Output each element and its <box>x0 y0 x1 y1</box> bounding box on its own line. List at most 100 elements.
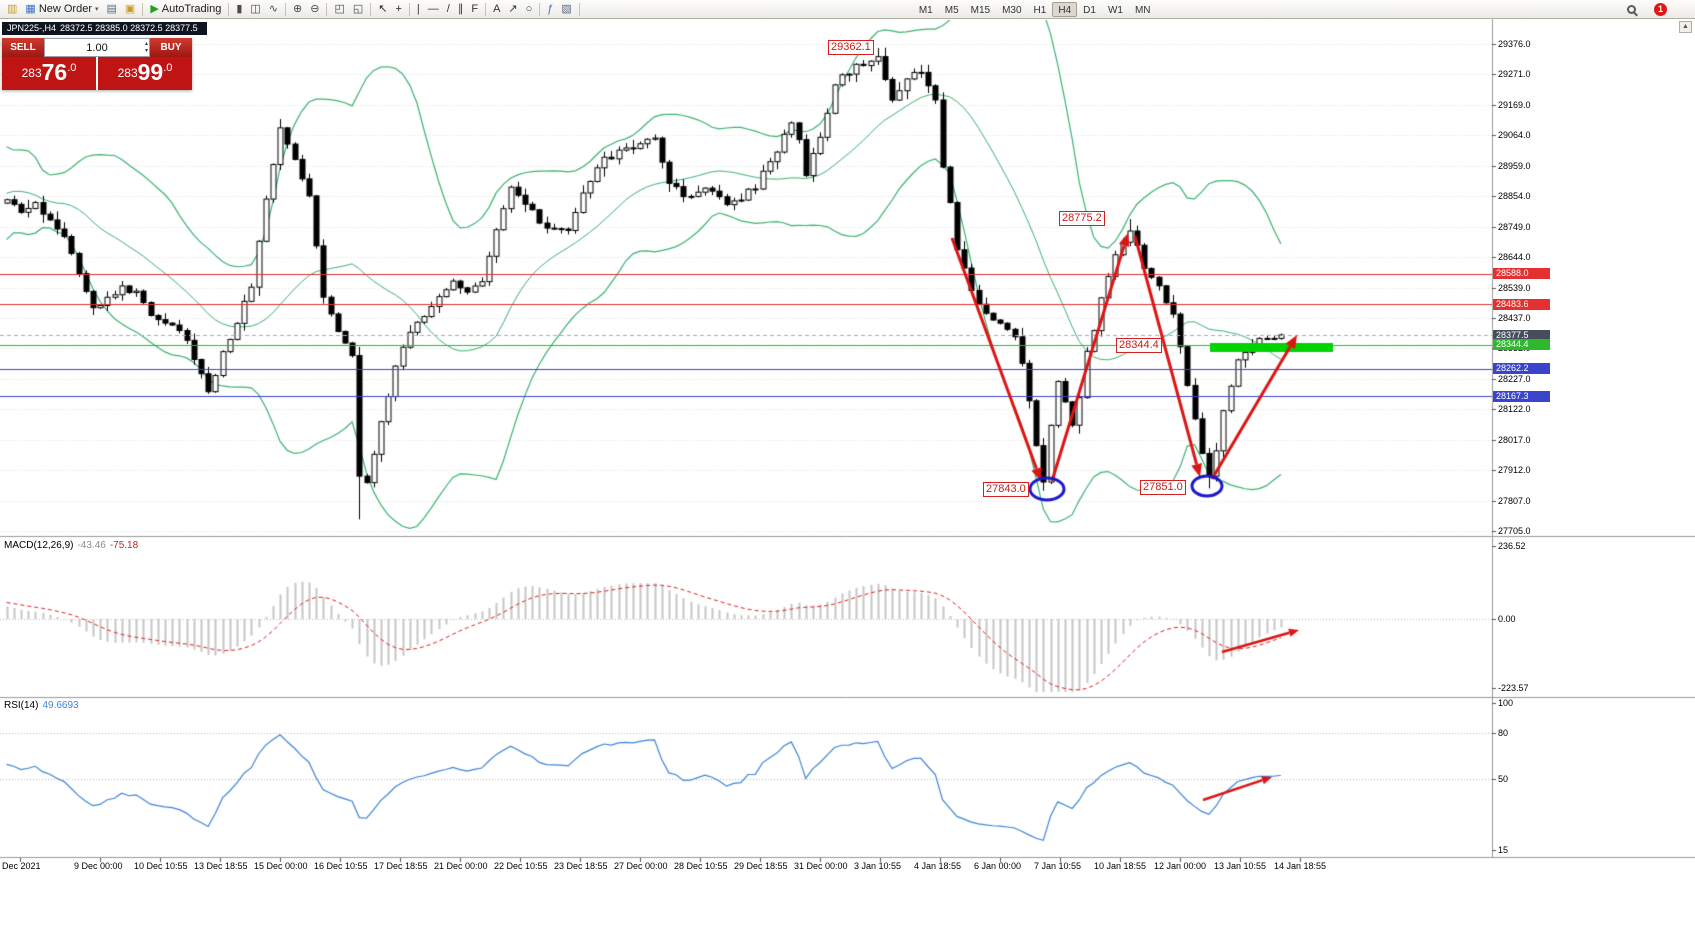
autotrading-button[interactable]: ▶ AutoTrading <box>146 1 225 18</box>
price-axis-tick: 27807.0 <box>1498 495 1531 506</box>
price-axis-tick: 29271.0 <box>1498 69 1531 80</box>
bar-chart-icon: ▮ <box>236 2 243 15</box>
timeframe-m5-button[interactable]: M5 <box>944 4 959 16</box>
timeframe-h4-button[interactable]: H4 <box>1052 1 1078 17</box>
sell-button[interactable]: SELL <box>2 38 44 57</box>
text-label-icon[interactable]: A <box>489 1 504 18</box>
new-chart-icon[interactable]: ▥ <box>3 1 21 18</box>
candlestick-chart-icon[interactable]: ◫ <box>246 1 264 18</box>
template-icon: ▧ <box>561 2 572 15</box>
price-axis-tick: 29064.0 <box>1498 130 1531 141</box>
macd-value-signal: -75.18 <box>109 540 139 551</box>
trendline-icon: / <box>446 2 450 15</box>
price-annotation[interactable]: 28775.2 <box>1059 211 1105 226</box>
new-order-button-icon: ▦ <box>25 2 36 15</box>
timeframe-m15-button[interactable]: M15 <box>970 4 991 16</box>
price-annotation[interactable]: 27851.0 <box>1140 480 1186 495</box>
template-icon[interactable]: ▧ <box>557 1 575 18</box>
volume-input[interactable]: 1.00 ▴ ▾ <box>44 38 150 57</box>
scroll-up-button[interactable]: ▲ <box>1679 21 1692 33</box>
time-axis-label: 12 Jan 00:00 <box>1154 861 1207 871</box>
bar-chart-icon[interactable]: ▮ <box>232 1 246 18</box>
price-annotation[interactable]: 28344.4 <box>1116 338 1162 353</box>
channel-icon[interactable]: ∥ <box>454 1 468 18</box>
time-axis-label: Dec 2021 <box>2 861 41 871</box>
autotrading-button-label: AutoTrading <box>161 3 222 15</box>
zoom-in-icon[interactable]: ⊕ <box>289 1 306 18</box>
data-window-icon: ▣ <box>124 2 136 15</box>
fibonacci-icon[interactable]: F <box>467 1 482 18</box>
buy-price[interactable]: 283 99.0 <box>98 57 192 90</box>
channel-icon: ∥ <box>457 2 464 15</box>
arrow-object-icon: ↗ <box>508 2 518 15</box>
time-axis-label: 7 Jan 10:55 <box>1034 861 1082 871</box>
arrow-object-icon[interactable]: ↗ <box>504 1 521 18</box>
timeframe-w1-button[interactable]: W1 <box>1107 4 1123 16</box>
horizontal-line-icon[interactable]: ― <box>424 1 443 18</box>
macd-scale-label: 236.52 <box>1498 541 1526 551</box>
new-order-button-label: New Order <box>38 3 92 15</box>
toolbar-separator <box>142 2 144 16</box>
text-label-icon: A <box>493 2 501 15</box>
time-axis-label: 17 Dec 18:55 <box>374 861 428 871</box>
cursor-icon[interactable]: ↖ <box>374 1 391 18</box>
rsi-scale-label: 15 <box>1498 845 1509 855</box>
vertical-line-icon[interactable]: | <box>413 1 424 18</box>
notification-badge[interactable]: 1 <box>1654 2 1667 16</box>
trendline-icon[interactable]: / <box>443 1 454 18</box>
volume-increase-button[interactable]: ▴ <box>144 40 148 47</box>
sell-price[interactable]: 283 76.0 <box>2 57 96 90</box>
buy-button[interactable]: BUY <box>150 38 192 57</box>
price-axis-tick: 29169.0 <box>1498 99 1531 110</box>
timeframe-h1-button[interactable]: H1 <box>1033 4 1047 16</box>
chart-symbol: JPN225-,H4 <box>7 23 57 33</box>
toolbar-separator <box>370 2 372 16</box>
autotrading-button-icon: ▶ <box>150 2 159 15</box>
line-chart-icon[interactable]: ∿ <box>265 1 282 18</box>
time-axis-label: 15 Dec 00:00 <box>254 861 308 871</box>
time-axis-label: 21 Dec 00:00 <box>434 861 488 871</box>
time-axis-label: 3 Jan 10:55 <box>854 861 902 871</box>
chart-header: JPN225-,H4 28372.5 28385.0 28372.5 28377.… <box>2 22 207 35</box>
zoom-out-icon[interactable]: ⊖ <box>306 1 323 18</box>
new-order-button[interactable]: ▦ New Order ▾ <box>21 1 102 18</box>
indicators-icon: ƒ <box>547 2 554 15</box>
data-window-icon[interactable]: ▣ <box>121 1 139 18</box>
price-annotation[interactable]: 27843.0 <box>983 482 1029 497</box>
zoom-in-icon: ⊕ <box>293 2 303 15</box>
fibonacci-icon: F <box>471 2 479 15</box>
candlestick-chart-icon: ◫ <box>250 2 261 15</box>
search-icon[interactable] <box>1627 4 1636 14</box>
chart-list-icon[interactable]: ▤ <box>103 1 121 18</box>
cursor-icon: ↖ <box>378 2 388 15</box>
price-annotation[interactable]: 29362.1 <box>828 40 874 55</box>
macd-scale-label: 0.00 <box>1498 614 1516 624</box>
timeframe-d1-button[interactable]: D1 <box>1083 4 1096 16</box>
crosshair-icon: + <box>395 2 402 15</box>
timeframe-toolbar: M1 M5 M15 M30 H1 H4 D1 W1 MN <box>913 1 1157 17</box>
tile-windows-icon[interactable]: ◰ <box>330 1 348 18</box>
timeframe-m1-button[interactable]: M1 <box>918 4 933 16</box>
crosshair-icon[interactable]: + <box>391 1 405 18</box>
price-tag: 28483.6 <box>1493 298 1550 310</box>
price-axis-tick: 27912.0 <box>1498 465 1531 476</box>
time-axis-label: 13 Dec 18:55 <box>194 861 248 871</box>
price-axis-tick: 29376.0 <box>1498 39 1531 49</box>
toolbar-separator <box>485 2 487 16</box>
time-axis-label: 14 Jan 18:55 <box>1274 861 1327 871</box>
indicators-icon[interactable]: ƒ <box>543 1 557 18</box>
rsi-value: 49.6693 <box>42 700 79 711</box>
buy-price-frac: .0 <box>163 62 173 74</box>
price-axis-tick: 28437.0 <box>1498 312 1531 323</box>
volume-decrease-button[interactable]: ▾ <box>144 47 148 54</box>
shapes-icon[interactable]: ○ <box>522 1 537 18</box>
rsi-scale-label: 100 <box>1498 698 1514 708</box>
auto-scroll-icon[interactable]: ◱ <box>349 1 367 18</box>
price-axis-tick: 28854.0 <box>1498 191 1531 202</box>
toolbar-separator <box>578 2 580 16</box>
timeframe-mn-button[interactable]: MN <box>1134 4 1151 16</box>
price-axis-tick: 28122.0 <box>1498 404 1531 415</box>
toolbar-separator <box>539 2 541 16</box>
timeframe-m30-button[interactable]: M30 <box>1002 4 1022 16</box>
